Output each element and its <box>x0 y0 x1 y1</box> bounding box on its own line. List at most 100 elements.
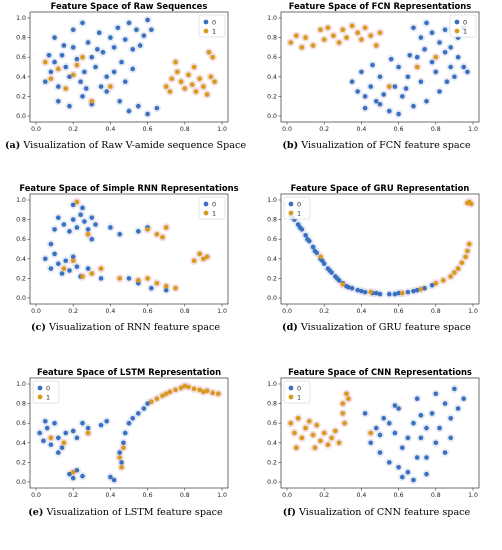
chart-f-point-class1 <box>312 445 318 450</box>
chart-a-legend-label: 1 <box>212 27 216 35</box>
chart-c-point-class0 <box>82 219 87 224</box>
chart-a-point-class1 <box>74 62 80 68</box>
chart-e-point-class1 <box>201 389 206 395</box>
chart-d-point-class0 <box>392 291 398 297</box>
chart-d-point-class1 <box>440 278 446 283</box>
chart-c-point-class0 <box>136 229 141 234</box>
chart-f-point-class0 <box>377 450 383 455</box>
chart-a-point-class1 <box>189 82 195 87</box>
chart-d-point-class0 <box>346 284 351 290</box>
chart-e-point-class1 <box>173 387 178 393</box>
chart-c-point-class1 <box>197 251 202 257</box>
chart-f-point-class1 <box>346 396 351 401</box>
chart-f-point-class0 <box>387 420 392 426</box>
chart-f-legend: 01 <box>283 380 311 404</box>
chart-d-point-class0 <box>355 287 360 293</box>
chart-b-point-class0 <box>405 74 411 80</box>
chart-f-point-class1 <box>321 430 327 436</box>
chart-c-point-class0 <box>98 276 104 281</box>
chart-e-point-class1 <box>191 386 197 392</box>
chart-b-xtick: 0.8 <box>431 126 441 133</box>
chart-a-ytick: 0.4 <box>16 74 26 81</box>
chart-b-point-class0 <box>396 111 401 117</box>
chart-a-point-class1 <box>89 99 95 104</box>
chart-b-point-class1 <box>377 30 383 35</box>
chart-a-xtick: 0.0 <box>31 126 41 133</box>
chart-f-point-class1 <box>299 435 305 441</box>
chart-e-xtick: 0.8 <box>180 492 190 499</box>
chart-c-point-class0 <box>117 232 122 237</box>
chart-d-point-class1 <box>318 254 323 260</box>
chart-b-point-class0 <box>373 99 379 104</box>
chart-d-ytick: 0.4 <box>267 256 277 263</box>
chart-d-point-class0 <box>362 289 368 295</box>
chart-c-point-class1 <box>70 258 76 264</box>
chart-a-xtick: 0.8 <box>180 126 190 133</box>
chart-b-point-class1 <box>331 33 336 38</box>
chart-b-point-class0 <box>362 105 368 111</box>
chart-e-title: Feature Space of LSTM Representation <box>37 367 221 377</box>
chart-a-point-class0 <box>104 89 109 94</box>
chart-d-point-class1 <box>400 290 405 296</box>
chart-f-point-class1 <box>307 418 312 424</box>
chart-f-point-class1 <box>303 425 308 431</box>
chart-a-point-class1 <box>173 59 178 65</box>
chart-f-point-class0 <box>368 440 373 446</box>
chart-c-legend: 01 <box>198 196 226 220</box>
chart-a-point-class0 <box>56 99 61 104</box>
panel-a: Feature Space of Raw Sequences 0.0 0.2 0.4 0… <box>0 0 251 138</box>
chart-f-svg: Feature Space of CNN Representations 0.0 0… <box>267 367 480 499</box>
chart-f-point-class0 <box>461 396 466 401</box>
chart-a-point-class0 <box>115 25 121 31</box>
chart-a-point-class0 <box>96 30 102 35</box>
chart-f-point-class0 <box>433 440 439 446</box>
chart-a-xtick: 1.0 <box>217 126 227 133</box>
chart-f-point-class0 <box>429 411 435 416</box>
chart-d-point-class0 <box>411 288 416 294</box>
chart-d-svg: Feature Space of GRU Representation 0.0 0.… <box>267 183 480 315</box>
chart-a-ytick: 0.2 <box>16 93 26 100</box>
caption-a: (a) Visualization of Raw V-amide sequenc… <box>4 140 247 151</box>
chart-a-point-class0 <box>82 69 87 75</box>
chart-b-point-class0 <box>411 103 416 109</box>
chart-e-legend-label: 0 <box>46 384 50 392</box>
chart-b-point-class0 <box>429 59 435 65</box>
chart-a-point-class0 <box>111 69 117 75</box>
chart-b-point-class0 <box>377 74 383 80</box>
chart-d-ytick: 0.0 <box>267 295 277 302</box>
chart-d-legend: 01 <box>283 196 311 220</box>
chart-f-point-class0 <box>373 425 379 431</box>
chart-a-point-class0 <box>117 99 122 104</box>
chart-a-point-class0 <box>126 20 132 26</box>
chart-f-point-class0 <box>400 445 405 450</box>
chart-e-point-class1 <box>197 387 202 393</box>
chart-c-point-class1 <box>154 232 160 237</box>
chart-a-point-class0 <box>137 43 143 48</box>
chart-e-point-class0 <box>122 430 128 436</box>
caption-c: (c) Visualization of RNN feature space <box>30 322 221 333</box>
panel-b: Feature Space of FCN Representations 0.0 0… <box>251 0 502 138</box>
chart-a-point-class0 <box>70 45 76 50</box>
chart-b-point-class1 <box>340 27 346 33</box>
chart-f-legend-marker <box>288 385 294 391</box>
chart-d-point-class0 <box>414 287 420 293</box>
chart-c-point-class0 <box>67 229 72 234</box>
chart-a-point-class0 <box>108 35 113 40</box>
chart-d-legend-marker <box>288 201 294 207</box>
chart-d-ytick: 0.6 <box>267 236 277 243</box>
chart-a-point-class1 <box>169 76 175 82</box>
chart-e-point-class0 <box>98 422 104 428</box>
chart-a-point-class0 <box>122 79 128 84</box>
chart-d-point-class0 <box>334 276 340 281</box>
chart-f-legend-label: 1 <box>297 393 301 401</box>
chart-d-point-class0 <box>349 285 355 291</box>
chart-c-ytick: 1.0 <box>16 197 26 204</box>
chart-f-title: Feature Space of CNN Representations <box>288 367 472 377</box>
chart-c-point-class0 <box>52 251 57 257</box>
caption-d: (d) Visualization of GRU feature space <box>282 322 471 333</box>
chart-b-point-class0 <box>355 89 360 94</box>
chart-c-xtick: 0.8 <box>180 308 190 315</box>
chart-c-ytick: 0.6 <box>16 236 26 243</box>
chart-e-ytick: 1.0 <box>16 381 26 388</box>
chart-d-point-class0 <box>359 288 364 294</box>
